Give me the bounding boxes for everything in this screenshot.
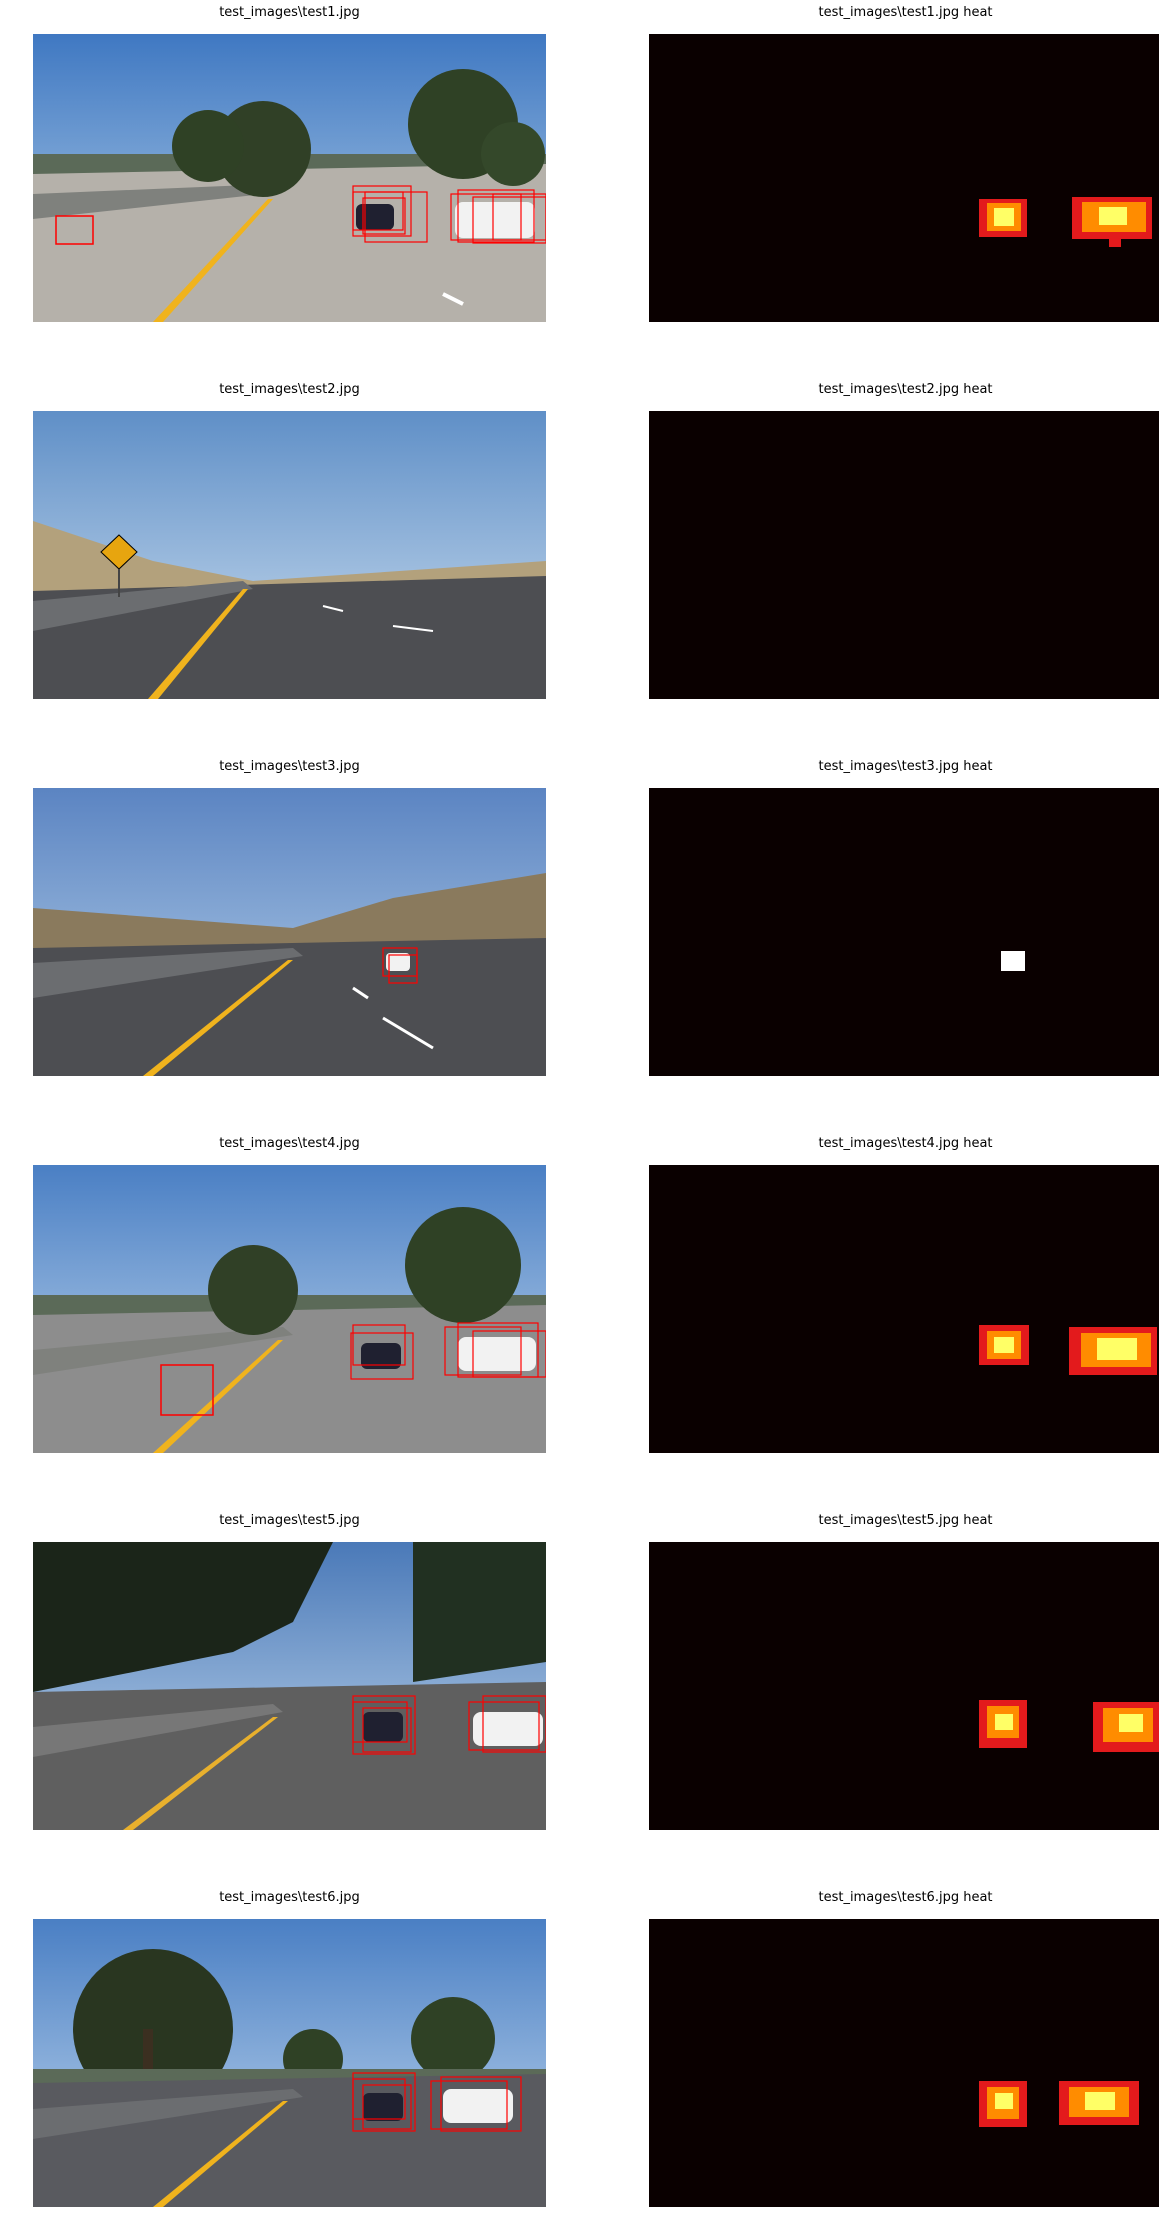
image-title: test_images\test5.jpg — [219, 1513, 360, 1528]
heat-map-2 — [649, 411, 1159, 699]
heat-title: test_images\test6.jpg heat — [818, 1890, 993, 1905]
road-image-4 — [33, 1165, 546, 1453]
heat-map-1 — [649, 34, 1159, 322]
image-title: test_images\test1.jpg — [219, 5, 360, 20]
heat-map-4 — [649, 1165, 1159, 1453]
heat-map-3 — [649, 788, 1159, 1076]
road-image-5 — [33, 1542, 546, 1830]
road-image-2 — [33, 411, 546, 699]
heat-title: test_images\test3.jpg heat — [818, 759, 993, 774]
road-image-6 — [33, 1919, 546, 2207]
heat-map-5 — [649, 1542, 1159, 1830]
heat-title: test_images\test5.jpg heat — [818, 1513, 993, 1528]
road-image-1 — [33, 34, 546, 322]
heat-map-6 — [649, 1919, 1159, 2207]
image-title: test_images\test4.jpg — [219, 1136, 360, 1151]
heat-title: test_images\test4.jpg heat — [818, 1136, 993, 1151]
image-title: test_images\test3.jpg — [219, 759, 360, 774]
road-image-3 — [33, 788, 546, 1076]
heat-title: test_images\test2.jpg heat — [818, 382, 993, 397]
image-title: test_images\test2.jpg — [219, 382, 360, 397]
image-title: test_images\test6.jpg — [219, 1890, 360, 1905]
heat-title: test_images\test1.jpg heat — [818, 5, 993, 20]
